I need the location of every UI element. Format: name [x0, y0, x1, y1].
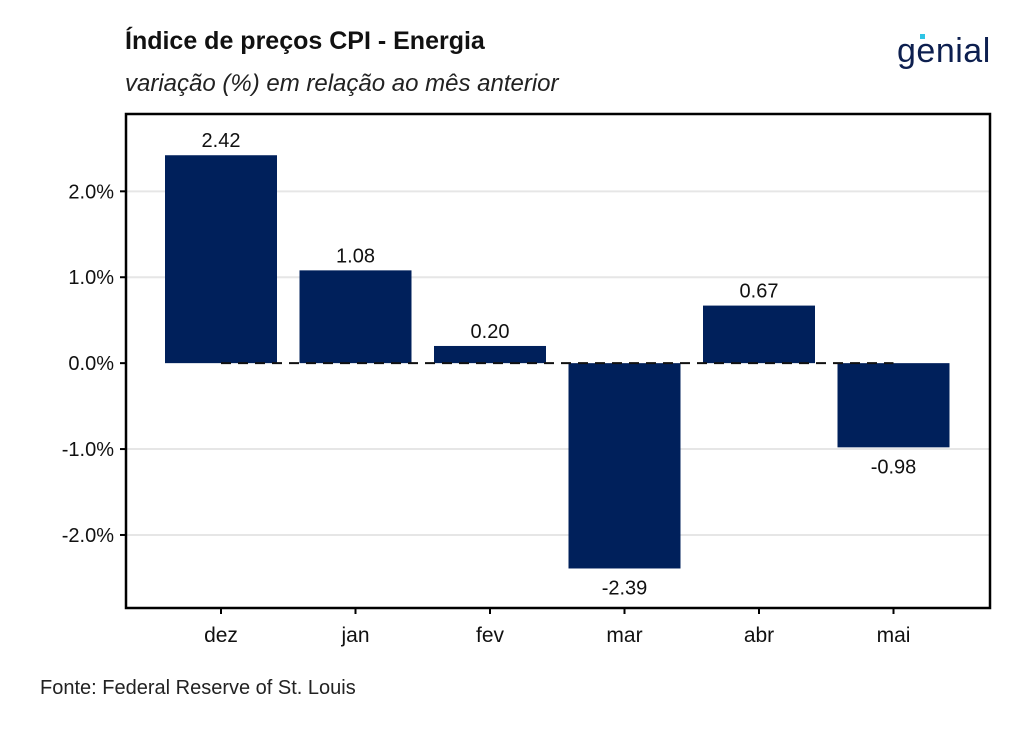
data-label: 0.67: [740, 281, 779, 303]
bars: [165, 155, 950, 569]
data-label: -0.98: [871, 456, 917, 478]
bar-abr: [703, 305, 815, 364]
data-labels: 2.42 1.08 0.20 -2.39 0.67 -0.98: [202, 130, 917, 599]
y-tick-label: 1.0%: [68, 267, 114, 289]
data-label: 0.20: [471, 321, 510, 343]
source-note: Fonte: Federal Reserve of St. Louis: [40, 677, 356, 699]
x-tick-label: mai: [877, 624, 911, 647]
y-tick-label: 0.0%: [68, 353, 114, 375]
y-tick-label: 2.0%: [68, 181, 114, 203]
y-tick-label: -1.0%: [62, 439, 114, 461]
chart-title: Índice de preços CPI - Energia: [125, 27, 485, 55]
chart-subtitle: variação (%) em relação ao mês anterior: [125, 70, 559, 97]
data-label: -2.39: [602, 577, 648, 599]
x-tick-label: mar: [606, 624, 642, 647]
y-tick-label: -2.0%: [62, 525, 114, 547]
bar-mai: [837, 363, 950, 448]
logo-accent-icon: [920, 34, 925, 39]
axes: 2.0% 1.0% 0.0% -1.0% -2.0% dez jan fev mar abr mai: [62, 181, 911, 647]
genial-logo: genial: [897, 32, 991, 70]
x-tick-label: dez: [204, 624, 238, 647]
plot-frame: [124, 112, 992, 610]
bar-jan: [299, 270, 412, 364]
bar-fev: [434, 345, 546, 364]
x-tick-label: fev: [476, 624, 505, 647]
x-tick-label: jan: [340, 624, 369, 647]
data-label: 1.08: [336, 245, 375, 267]
x-tick-label: abr: [744, 624, 774, 647]
gridlines: [126, 190, 990, 536]
bar-dez: [165, 155, 277, 364]
bar-mar: [568, 363, 681, 569]
data-label: 2.42: [202, 130, 241, 152]
